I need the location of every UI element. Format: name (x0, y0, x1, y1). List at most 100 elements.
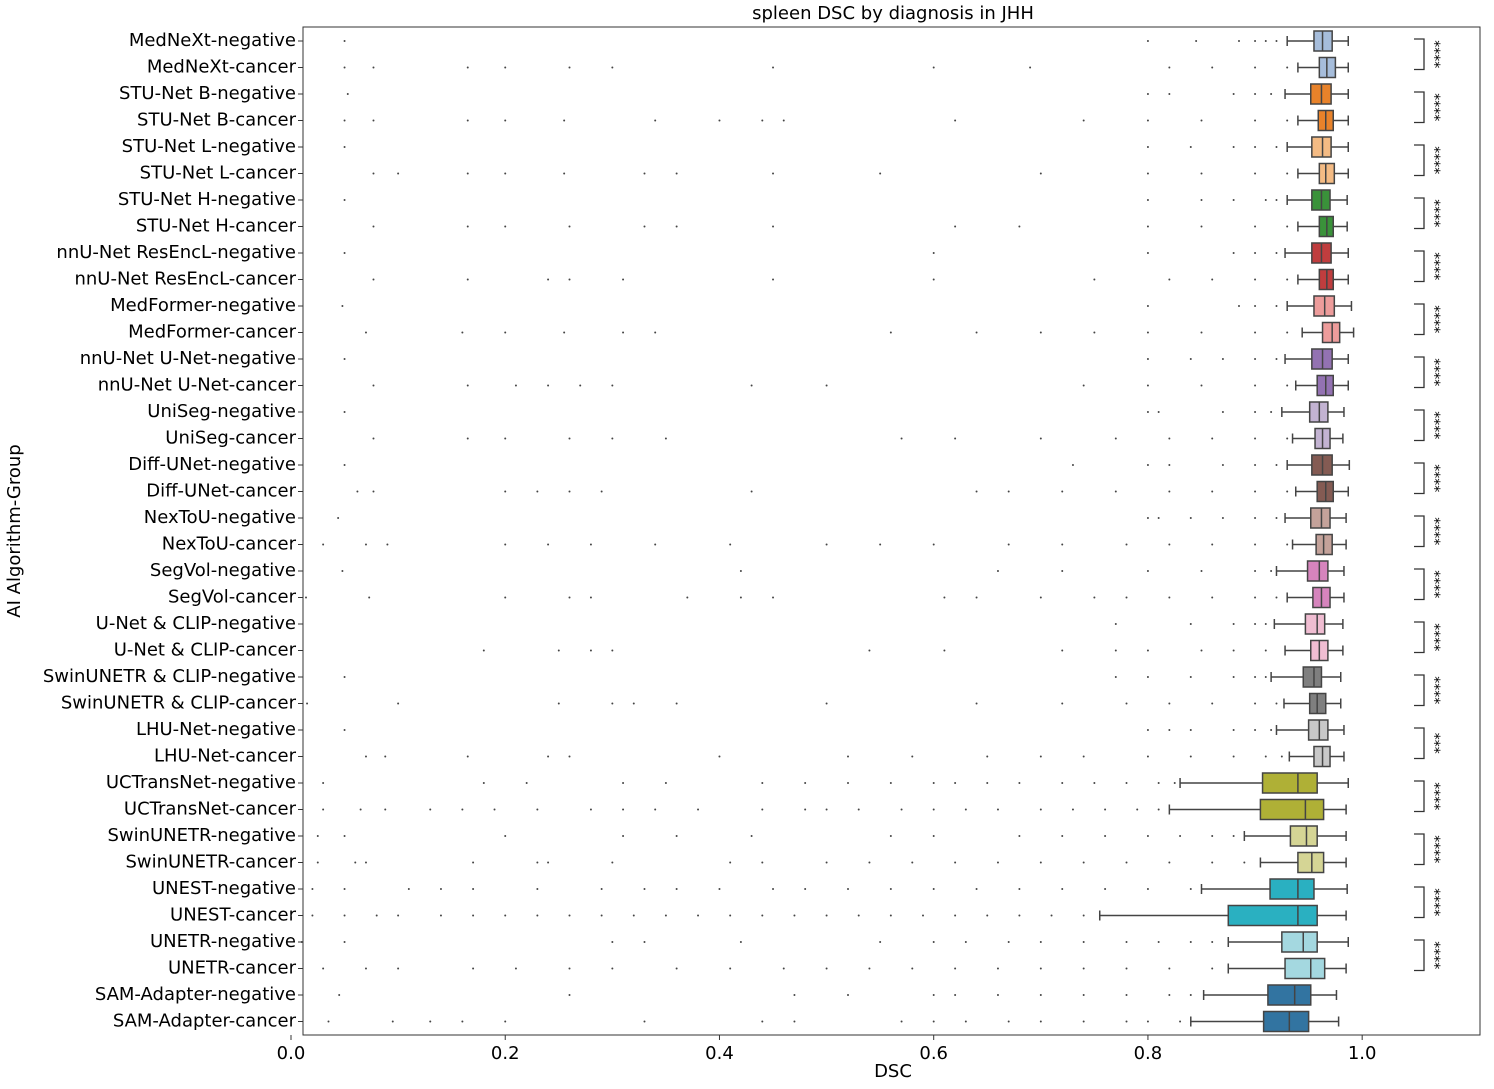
outlier (729, 543, 732, 546)
outlier (739, 596, 742, 599)
outlier (1211, 967, 1214, 970)
y-tick-label: UNEST-cancer (170, 905, 297, 926)
outlier (1168, 994, 1171, 996)
outlier (1146, 729, 1149, 731)
y-tick-label: nnU-Net U-Net-cancer (98, 375, 297, 396)
outlier (857, 808, 860, 811)
outlier (375, 914, 378, 917)
outlier (622, 782, 625, 784)
outlier (1168, 66, 1171, 69)
outlier (750, 490, 753, 493)
outlier (1270, 93, 1273, 95)
outlier (718, 888, 721, 890)
outlier (1254, 331, 1257, 334)
outlier (1254, 278, 1257, 281)
outlier (1125, 596, 1128, 599)
outlier (675, 225, 678, 228)
outlier (466, 437, 469, 440)
outlier (372, 437, 375, 440)
outlier (1146, 835, 1149, 837)
outlier (1146, 252, 1149, 254)
outlier (1093, 782, 1096, 784)
outlier (954, 437, 957, 440)
outlier (384, 808, 387, 811)
outlier (461, 331, 464, 334)
outlier (346, 93, 349, 95)
outlier (589, 649, 592, 652)
outlier (364, 967, 367, 970)
y-tick-label: UniSeg-negative (147, 401, 296, 422)
x-tick-label: 0.4 (705, 1043, 734, 1064)
outlier (1007, 941, 1010, 943)
outlier (547, 278, 550, 281)
outlier (1232, 252, 1235, 254)
outlier (1082, 914, 1085, 917)
outlier (1200, 649, 1203, 652)
outlier (397, 914, 400, 917)
outlier (793, 914, 796, 917)
significance-bracket (1414, 462, 1425, 495)
outlier (622, 278, 625, 281)
outlier (750, 835, 753, 837)
outlier (343, 676, 346, 678)
y-tick-label: UniSeg-cancer (165, 428, 296, 449)
outlier (761, 1020, 764, 1023)
outlier (1146, 305, 1149, 307)
outlier (547, 384, 550, 387)
outlier (1168, 967, 1171, 970)
outlier (504, 914, 507, 917)
outlier (1270, 729, 1273, 731)
outlier (1211, 702, 1214, 705)
outlier (879, 941, 882, 943)
outlier (1200, 384, 1203, 387)
outlier (343, 835, 346, 837)
outlier (1125, 861, 1128, 864)
outlier (1275, 358, 1278, 360)
outlier (1254, 570, 1257, 572)
outlier (1286, 490, 1289, 493)
outlier (868, 967, 871, 970)
significance-bracket (1414, 674, 1425, 707)
outlier (1264, 649, 1267, 652)
outlier (729, 861, 732, 864)
outlier (825, 914, 828, 917)
y-tick-label: SwinUNETR & CLIP-cancer (61, 693, 297, 714)
y-tick-label: STU-Net H-cancer (136, 216, 297, 237)
y-tick-label: MedFormer-cancer (128, 322, 296, 343)
outlier (1146, 93, 1149, 95)
outlier (1007, 1020, 1010, 1023)
outlier (1168, 861, 1171, 864)
outlier (654, 808, 657, 811)
significance-label: **** (1426, 358, 1442, 386)
outlier (1061, 543, 1064, 546)
outlier (868, 861, 871, 864)
outlier (343, 66, 346, 69)
outlier (466, 119, 469, 122)
outlier (341, 305, 344, 307)
outlier (1286, 278, 1289, 281)
outlier (964, 941, 967, 943)
outlier (857, 914, 860, 917)
significance-label: **** (1426, 517, 1442, 545)
outlier (343, 914, 346, 917)
outlier (568, 225, 571, 228)
outlier (868, 649, 871, 652)
outlier (675, 702, 678, 705)
outlier (986, 914, 989, 917)
outlier (900, 1020, 903, 1023)
outlier (466, 384, 469, 387)
outlier (359, 808, 362, 811)
outlier (1254, 437, 1257, 440)
outlier (343, 888, 346, 890)
x-tick-label: 0.0 (277, 1043, 306, 1064)
outlier (1237, 305, 1240, 307)
outlier (343, 941, 346, 943)
outlier (1232, 729, 1235, 731)
outlier (750, 384, 753, 387)
outlier (1243, 861, 1246, 864)
outlier (1061, 490, 1064, 493)
outlier (1275, 305, 1278, 307)
y-tick-label: MedNeXt-negative (129, 30, 296, 51)
outlier (889, 835, 892, 837)
outlier (921, 914, 924, 917)
